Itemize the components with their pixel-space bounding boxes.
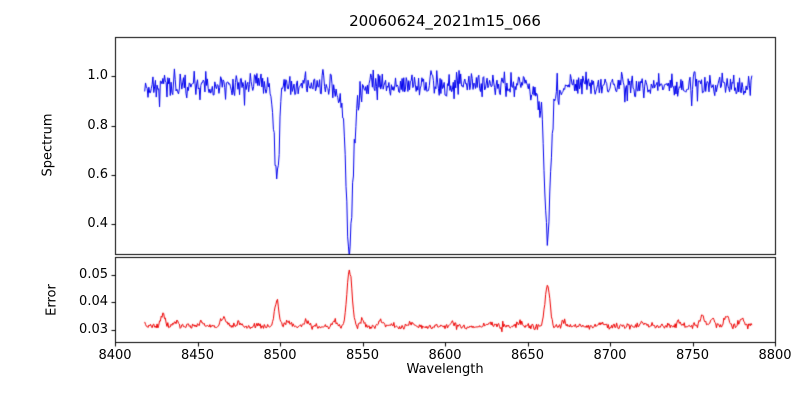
figure: 20060624_2021m15_066 Spectrum Error Wave… [0, 0, 800, 400]
spectrum-error-plot-canvas [0, 0, 800, 400]
